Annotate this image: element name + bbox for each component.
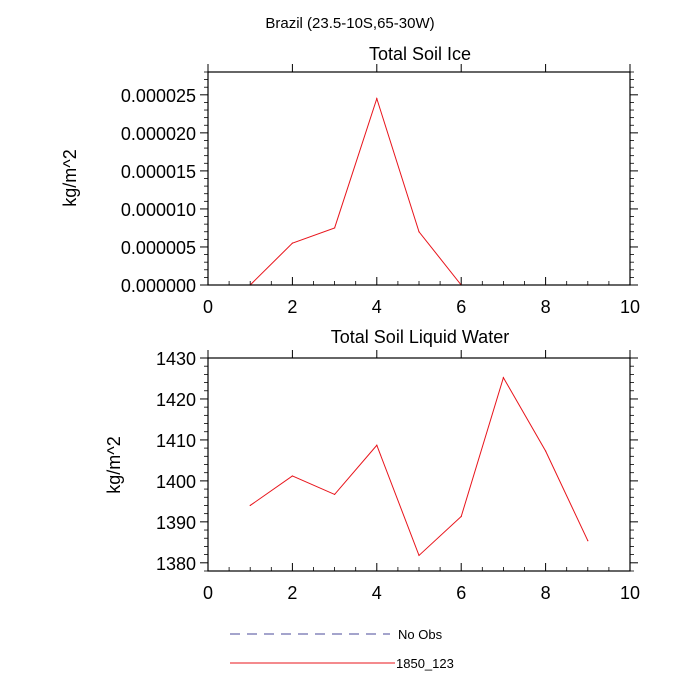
soil-ice-plot-frame [207, 71, 631, 286]
soil-liquid-title: Total Soil Liquid Water [331, 327, 509, 347]
soil-liquid-ytick-label: 1430 [156, 349, 196, 369]
soil-liquid-xtick-label: 10 [620, 583, 640, 603]
soil-liquid-ytick-label: 1410 [156, 431, 196, 451]
soil-ice-data-point [291, 242, 293, 244]
soil-ice-xtick-label: 2 [287, 297, 297, 317]
legend-1850-label: 1850_123 [396, 656, 454, 671]
soil-liquid-panel: Total Soil Liquid Water kg/m^2 0 2 4 6 8 10 13… [104, 327, 640, 603]
soil-liquid-series-1850_123 [249, 376, 589, 557]
soil-ice-ytick-label: 0.000020 [121, 124, 196, 144]
soil-liquid-xtick-label: 0 [203, 583, 213, 603]
soil-ice-data-point [418, 231, 420, 233]
soil-liquid-data-point [291, 475, 293, 477]
soil-liquid-ylabel: kg/m^2 [104, 436, 124, 493]
soil-ice-ylabel: kg/m^2 [60, 149, 80, 206]
soil-liquid-data-point [460, 515, 462, 518]
figure-title: Brazil (23.5-10S,65-30W) [265, 15, 434, 32]
soil-ice-xtick-label: 10 [620, 297, 640, 317]
soil-ice-data-point [334, 227, 336, 229]
soil-liquid-ytick-label: 1380 [156, 554, 196, 574]
soil-ice-ytick-label: 0.000005 [121, 238, 196, 258]
soil-liquid-data-point [545, 450, 547, 452]
soil-liquid-data-point [502, 377, 504, 379]
soil-ice-xtick-label: 4 [372, 297, 382, 317]
soil-liquid-xtick-label: 8 [541, 583, 551, 603]
legend: No Obs 1850_123 [230, 627, 454, 671]
soil-ice-series-1850_123 [249, 96, 588, 286]
soil-liquid-data-point [376, 444, 378, 446]
legend-no-obs-label: No Obs [398, 627, 443, 642]
soil-ice-ytick-label: 0.000025 [121, 86, 196, 106]
soil-liquid-ytick-label: 1390 [156, 513, 196, 533]
soil-liquid-ytick-label: 1420 [156, 390, 196, 410]
soil-liquid-data-point [249, 504, 251, 507]
soil-liquid-ytick-label: 1400 [156, 472, 196, 492]
soil-ice-ytick-label: 0.000010 [121, 200, 196, 220]
soil-ice-xtick-label: 0 [203, 297, 213, 317]
soil-liquid-xtick-label: 4 [372, 583, 382, 603]
soil-liquid-data-point [334, 493, 336, 496]
soil-liquid-xtick-label: 6 [456, 583, 466, 603]
soil-ice-ytick-label: 0.000015 [121, 162, 196, 182]
soil-ice-data-point [376, 98, 378, 100]
soil-liquid-data-point [418, 554, 420, 557]
soil-ice-panel: Total Soil Ice kg/m^2 0 2 4 6 8 10 0.000000 0.0… [60, 44, 640, 317]
soil-ice-xtick-label: 6 [456, 297, 466, 317]
soil-ice-title: Total Soil Ice [369, 44, 471, 64]
soil-ice-ytick-label: 0.000000 [121, 276, 196, 296]
soil-liquid-xtick-label: 2 [287, 583, 297, 603]
soil-liquid-data-point [587, 540, 589, 542]
soil-liquid-plot-frame [207, 357, 631, 572]
soil-ice-xtick-label: 8 [541, 297, 551, 317]
